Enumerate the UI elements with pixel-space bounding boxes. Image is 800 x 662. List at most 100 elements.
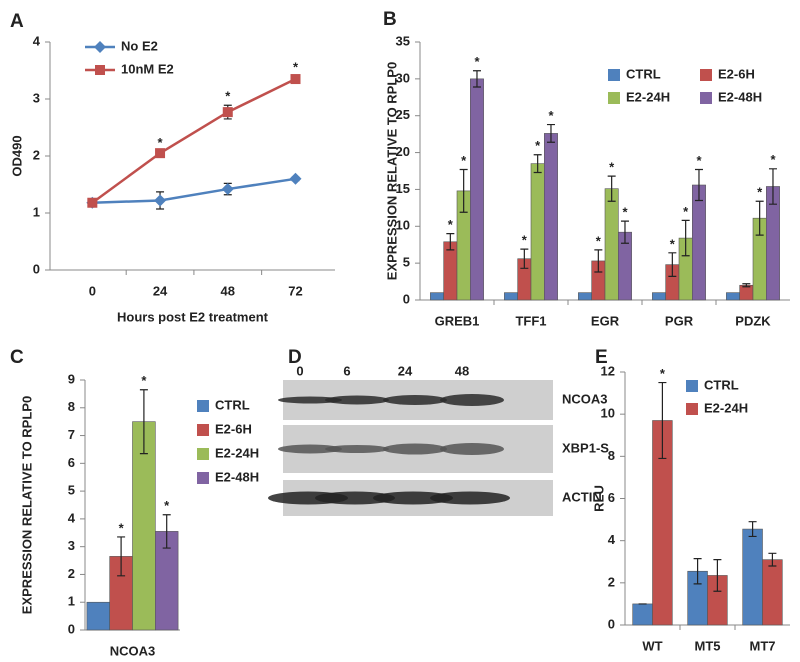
x-tick-label: MT5 — [695, 638, 721, 653]
error-bar — [742, 283, 751, 288]
x-tick-label: GREB1 — [435, 313, 480, 328]
x-tick-label: PGR — [665, 313, 694, 328]
bar — [530, 163, 545, 301]
panel-letter: B — [383, 9, 397, 30]
panel-letter: D — [288, 347, 302, 368]
bar — [443, 241, 458, 301]
legend-swatch — [608, 69, 620, 81]
blot-band — [325, 395, 389, 405]
y-tick-label: 3 — [68, 538, 75, 553]
error-bar — [748, 521, 757, 538]
panel-letter: E — [595, 347, 608, 368]
legend-swatch — [700, 92, 712, 104]
point — [290, 74, 301, 85]
y-axis-label: RLU — [591, 485, 606, 512]
x-tick-label: TFF1 — [515, 313, 546, 328]
error-bar — [446, 233, 455, 251]
error-bar — [594, 249, 603, 273]
legend-label: E2-6H — [215, 421, 252, 436]
x-tick-label: 24 — [153, 283, 168, 298]
y-tick-label: 1 — [68, 594, 75, 609]
lane-label: 48 — [455, 363, 469, 378]
legend-label: E2-6H — [718, 66, 755, 81]
legend-label: No E2 — [121, 38, 158, 53]
y-tick-label: 15 — [396, 181, 410, 196]
significance-marker: * — [670, 236, 676, 251]
bar — [604, 188, 619, 301]
significance-marker: * — [474, 54, 480, 69]
legend-label: 10nM E2 — [121, 61, 174, 76]
y-tick-label: 12 — [601, 363, 615, 378]
y-tick-label: 25 — [396, 107, 410, 122]
error-bar — [768, 552, 777, 567]
y-axis-label: OD490 — [9, 135, 24, 176]
significance-marker: * — [660, 366, 666, 381]
x-tick-label: 48 — [221, 283, 235, 298]
y-tick-label: 4 — [33, 33, 41, 48]
significance-marker: * — [522, 233, 528, 248]
error-bar — [681, 219, 690, 257]
blot-band — [440, 443, 504, 455]
significance-marker: * — [596, 233, 602, 248]
significance-marker: * — [448, 217, 454, 232]
point — [87, 197, 98, 208]
y-tick-label: 6 — [68, 455, 75, 470]
significance-marker: * — [158, 135, 164, 150]
lane-label: 0 — [296, 363, 303, 378]
bar — [632, 603, 653, 626]
y-tick-label: 20 — [396, 144, 410, 159]
lane-label: 24 — [398, 363, 413, 378]
band-label: XBP1-S — [562, 440, 609, 455]
legend-swatch — [197, 472, 209, 484]
band-label: NCOA3 — [562, 391, 608, 406]
error-bar — [713, 559, 722, 592]
legend-label: E2-24H — [626, 89, 670, 104]
error-bar — [694, 168, 703, 202]
x-tick-label: NCOA3 — [110, 643, 156, 658]
legend-swatch — [686, 403, 698, 415]
bar — [504, 292, 518, 301]
panel-letter: C — [10, 347, 24, 368]
error-bar — [620, 220, 629, 244]
legend-label: E2-48H — [215, 469, 259, 484]
bar — [430, 292, 444, 301]
lane-label: 6 — [343, 363, 350, 378]
bar — [762, 559, 783, 626]
bar — [470, 78, 484, 301]
point — [221, 183, 234, 196]
error-bar — [607, 175, 616, 202]
legend-marker — [94, 41, 106, 53]
series-line — [91, 77, 297, 204]
error-bar — [472, 70, 481, 88]
significance-marker: * — [164, 498, 170, 513]
blot-band — [373, 491, 453, 505]
legend-label: CTRL — [626, 66, 661, 81]
error-bar — [533, 154, 542, 174]
series-line — [92, 177, 296, 204]
error-bar — [139, 389, 148, 455]
y-tick-label: 8 — [608, 448, 615, 463]
y-tick-label: 10 — [601, 406, 615, 421]
legend-swatch — [197, 424, 209, 436]
error-bar — [520, 248, 529, 269]
legend-marker — [95, 65, 105, 75]
y-tick-label: 6 — [608, 490, 615, 505]
error-bar — [162, 514, 171, 549]
significance-marker: * — [548, 108, 554, 123]
significance-marker: * — [225, 89, 231, 104]
legend-swatch — [197, 400, 209, 412]
blot-band — [278, 396, 342, 404]
y-tick-label: 3 — [33, 90, 40, 105]
bar — [692, 184, 706, 301]
legend-swatch — [686, 380, 698, 392]
x-axis-label: Hours post E2 treatment — [117, 309, 269, 324]
y-tick-label: 2 — [68, 566, 75, 581]
significance-marker: * — [141, 373, 147, 388]
x-tick-label: PDZK — [735, 313, 771, 328]
y-tick-label: 7 — [68, 427, 75, 442]
y-tick-label: 0 — [33, 261, 40, 276]
y-tick-label: 30 — [396, 70, 410, 85]
y-tick-label: 0 — [608, 616, 615, 631]
y-tick-label: 2 — [33, 147, 40, 162]
point — [289, 172, 302, 185]
